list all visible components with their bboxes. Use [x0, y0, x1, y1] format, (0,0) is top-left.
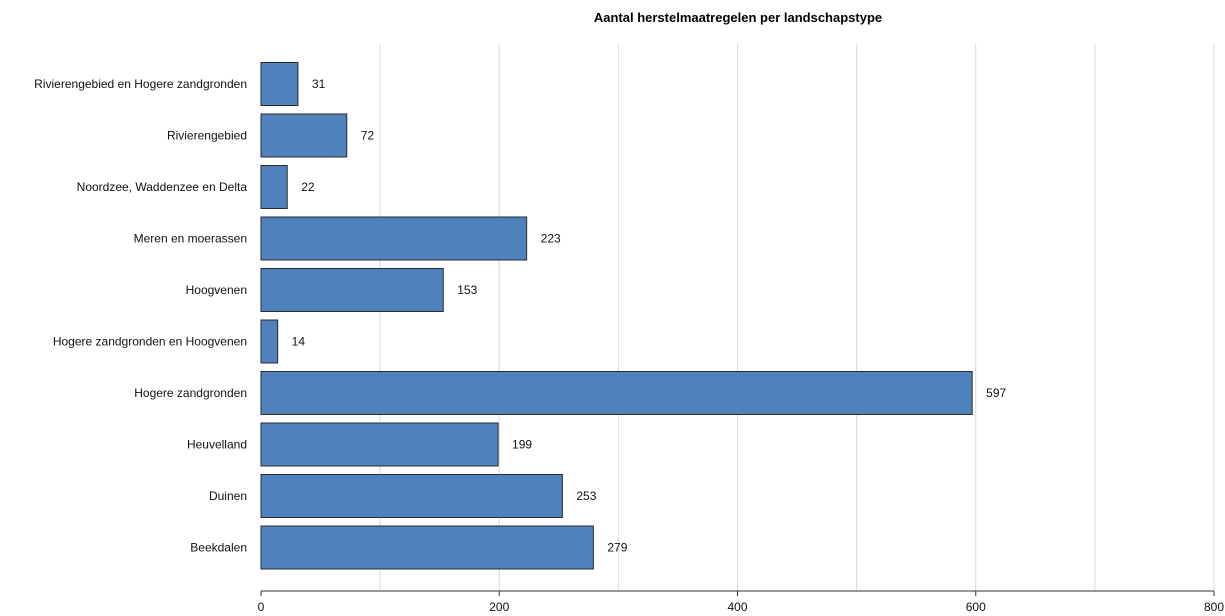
category-label: Rivierengebied [167, 129, 247, 143]
grid-lines [379, 44, 1215, 591]
x-tick-labels: 0 200 400 600 800 [258, 600, 1225, 614]
chart-title: Aantal herstelmaatregelen per landschaps… [593, 10, 883, 25]
data-label: 253 [576, 489, 596, 503]
x-axis [260, 590, 1215, 596]
category-label: Rivierengebied en Hogere zandgronden [34, 77, 247, 91]
category-label: Hogere zandgronden [134, 386, 247, 400]
x-tick-label: 200 [489, 600, 509, 614]
data-label: 279 [607, 541, 627, 555]
data-label: 31 [312, 77, 326, 91]
bar [260, 474, 563, 518]
data-label: 153 [457, 283, 477, 297]
bar [260, 216, 528, 261]
x-tick-label: 800 [1204, 600, 1224, 614]
category-label: Beekdalen [190, 541, 247, 555]
category-label: Noordzee, Waddenzee en Delta [77, 180, 248, 194]
bar [260, 165, 288, 209]
data-label: 597 [986, 386, 1006, 400]
bar [260, 525, 594, 570]
bar [260, 319, 279, 364]
data-label: 199 [512, 438, 532, 452]
x-tick-label: 0 [258, 600, 265, 614]
bars [260, 62, 973, 570]
data-label: 72 [361, 129, 375, 143]
data-label: 14 [292, 335, 306, 349]
data-label: 223 [541, 232, 561, 246]
category-label: Hoogvenen [186, 283, 247, 297]
category-label: Heuvelland [187, 438, 247, 452]
bar [260, 422, 499, 467]
bar [260, 268, 444, 312]
data-label: 22 [301, 180, 315, 194]
bar [260, 113, 348, 158]
category-labels: Rivierengebied en Hogere zandgronden Rivi… [34, 77, 247, 555]
category-label: Hogere zandgronden en Hoogvenen [53, 335, 247, 349]
bar [260, 62, 299, 106]
x-tick-label: 600 [966, 600, 986, 614]
category-label: Meren en moerassen [134, 232, 247, 246]
category-label: Duinen [209, 489, 247, 503]
x-tick-label: 400 [727, 600, 747, 614]
value-labels: 31 72 22 223 153 14 597 199 253 279 [292, 77, 1007, 555]
bar [260, 371, 973, 415]
